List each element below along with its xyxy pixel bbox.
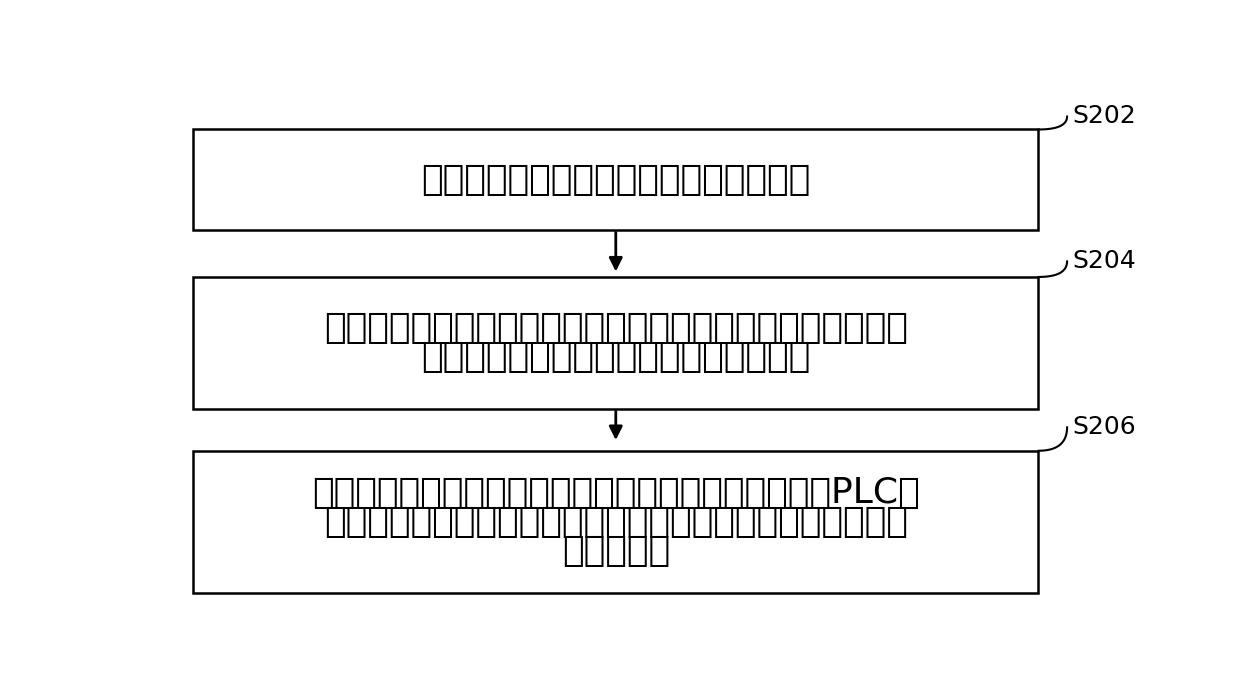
Text: 以完成取样: 以完成取样 xyxy=(561,534,670,568)
Text: 块控制所述驱动器驱动所述剪机对所述贺纹钑成品进行剪切，: 块控制所述驱动器驱动所述剪机对所述贺纹钑成品进行剪切， xyxy=(323,505,908,539)
Text: 贺纹钑成品依次经过所述检测器、剪机，基于所述检测器检测: 贺纹钑成品依次经过所述检测器、剪机，基于所述检测器检测 xyxy=(323,311,908,345)
Text: 待取样的贺纹钑成品通过所述剪机的长度: 待取样的贺纹钑成品通过所述剪机的长度 xyxy=(421,340,810,374)
Text: S202: S202 xyxy=(1072,105,1136,129)
FancyBboxPatch shape xyxy=(193,277,1038,408)
FancyBboxPatch shape xyxy=(193,451,1038,593)
Text: 基于所述参数设置模块设置成品取样参数: 基于所述参数设置模块设置成品取样参数 xyxy=(421,163,810,196)
FancyBboxPatch shape xyxy=(193,129,1038,230)
Text: 当检测到所述贺纹钑成品的长度达到预设条件时，所述PLC模: 当检测到所述贺纹钑成品的长度达到预设条件时，所述PLC模 xyxy=(312,476,919,510)
Text: S206: S206 xyxy=(1072,415,1136,439)
Text: S204: S204 xyxy=(1072,249,1136,273)
